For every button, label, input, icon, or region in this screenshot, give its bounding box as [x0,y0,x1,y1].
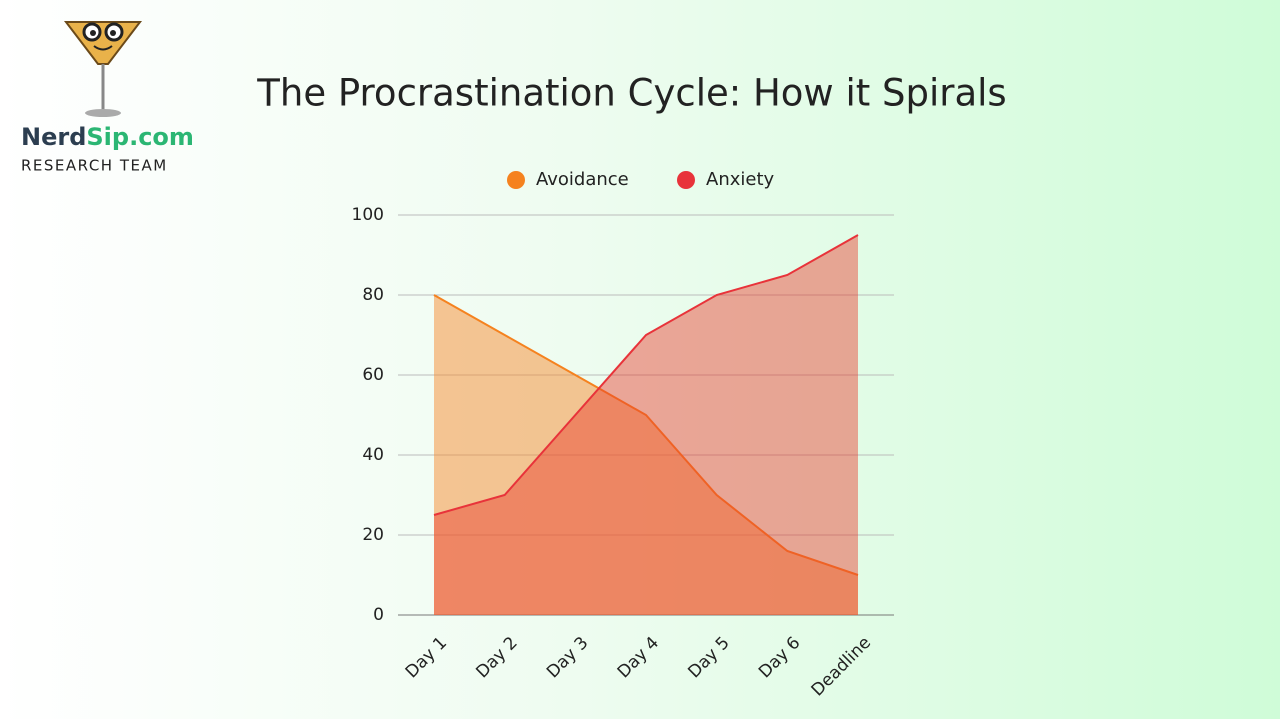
x-tick-label: Day 1 [402,633,451,682]
y-tick-label: 60 [362,365,384,385]
legend-label: Avoidance [536,169,629,190]
brand-name-part: Nerd [21,123,86,151]
area [434,295,858,615]
x-tick-label: Day 4 [614,633,663,682]
line [433,294,859,576]
x-tick-label: Day 3 [543,633,592,682]
area [434,235,858,615]
legend-label: Anxiety [706,169,775,190]
logo [63,21,143,117]
brand-team: RESEARCH TEAM [21,157,168,175]
chart-title: The Procrastination Cycle: How it Spiral… [256,72,1006,115]
legend-marker [677,171,695,189]
y-tick-label: 40 [362,445,384,465]
y-tick-label: 80 [362,285,384,305]
x-tick-label: Day 2 [472,633,521,682]
y-tick-label: 0 [373,605,384,625]
y-tick-label: 20 [362,525,384,545]
y-tick-label: 100 [352,205,384,225]
x-tick-label: Day 6 [755,633,804,682]
x-tick-label: Day 5 [684,633,733,682]
brand-name-part: Sip.com [86,123,194,151]
x-tick-label: Deadline [808,633,875,700]
brand-name: NerdSip.com [21,123,194,151]
legend-marker [507,171,525,189]
line [433,234,859,516]
